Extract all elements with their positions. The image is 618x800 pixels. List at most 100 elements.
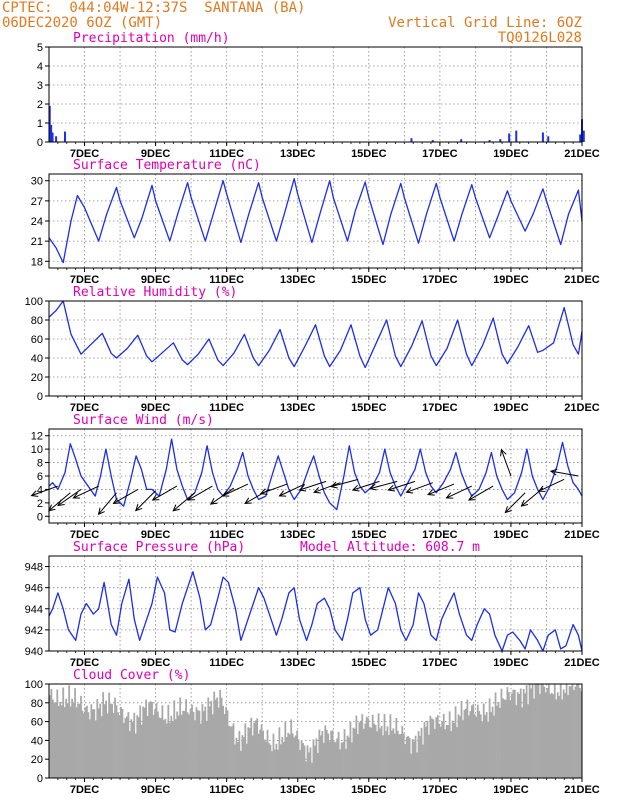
cloud-bar xyxy=(115,705,118,778)
cloud-bar xyxy=(309,747,312,778)
cloud-bar xyxy=(254,720,257,778)
wind-arrow xyxy=(500,449,512,477)
cloud-bar xyxy=(565,684,568,778)
cloud-bar xyxy=(237,742,239,778)
cloud-bar xyxy=(376,731,378,778)
cloud-bar xyxy=(145,699,148,778)
cloud-bar xyxy=(124,718,127,778)
cloud-bar xyxy=(88,719,91,778)
cloud-bar xyxy=(466,699,469,778)
cloud-bar xyxy=(200,723,202,778)
cloud-bar xyxy=(207,697,210,778)
panel-0: Precipitation (mm/h) 0 1 2 3 4 5 7DEC 9DEC 11DEC 1… xyxy=(37,31,600,160)
cloud-bar xyxy=(327,733,330,778)
cloud-bar xyxy=(359,720,362,778)
cloud-bar xyxy=(542,684,544,778)
cloud-bar xyxy=(214,699,217,778)
x-tick-label: 11DEC xyxy=(209,784,244,796)
cloud-bar xyxy=(99,703,102,778)
x-tick-label: 11DEC xyxy=(209,402,244,414)
cloud-bar xyxy=(339,749,341,778)
x-tick-label: 11DEC xyxy=(209,657,244,669)
cloud-bar xyxy=(192,711,195,778)
cloud-bar xyxy=(271,751,273,778)
cloud-bar xyxy=(562,689,565,778)
cloud-bar xyxy=(380,725,383,778)
cloud-bar xyxy=(423,722,426,778)
cloud-bar xyxy=(314,745,316,778)
cloud-bar xyxy=(373,723,376,778)
cloud-bar xyxy=(244,723,247,778)
cloud-bar xyxy=(256,718,259,778)
cloud-bar xyxy=(83,713,85,778)
precip-bar xyxy=(51,132,54,142)
cloud-bar xyxy=(493,715,495,778)
x-tick-label: 7DEC xyxy=(70,784,99,796)
cloud-bar xyxy=(386,726,389,778)
cloud-bar xyxy=(405,736,408,778)
wind-arrow xyxy=(446,485,473,499)
x-tick-label: 7DEC xyxy=(70,529,99,541)
cloud-bar xyxy=(391,730,393,778)
cloud-bar xyxy=(285,737,288,778)
x-tick-label: 15DEC xyxy=(351,274,387,286)
cloud-bar xyxy=(411,738,414,778)
x-tick-label: 19DEC xyxy=(493,784,529,796)
cloud-bar xyxy=(348,737,350,778)
wind-arrow-head xyxy=(313,487,321,494)
x-tick-label: 19DEC xyxy=(493,529,529,541)
cloud-bar xyxy=(388,734,390,778)
wind-arrow-head xyxy=(278,490,287,497)
cloud-bar xyxy=(86,705,88,778)
wind-arrow-head xyxy=(209,498,218,505)
cloud-bar xyxy=(487,721,490,778)
x-tick-label: 9DEC xyxy=(141,784,170,796)
x-tick-label: 15DEC xyxy=(351,529,387,541)
cloud-bar xyxy=(496,705,498,778)
cloud-bar xyxy=(472,704,475,778)
wind-arrow-head xyxy=(405,487,414,494)
cloud-bar xyxy=(185,699,187,778)
cloud-bar xyxy=(305,761,307,778)
cloud-bar xyxy=(108,692,111,778)
cloud-bar xyxy=(467,715,470,778)
series-line xyxy=(48,300,583,369)
cloud-bar xyxy=(478,711,481,778)
panel-title: Precipitation (mm/h) xyxy=(73,31,230,46)
cloud-bar xyxy=(430,718,433,778)
cloud-bar xyxy=(112,712,115,778)
cloud-bar xyxy=(361,714,364,778)
cloud-bar xyxy=(438,723,441,778)
wind-arrow-head xyxy=(427,489,435,496)
cloud-bar xyxy=(241,735,244,778)
precip-bar xyxy=(547,136,550,142)
cloud-bar xyxy=(456,727,458,778)
cloud-bar xyxy=(330,730,333,778)
cloud-bar xyxy=(213,691,216,778)
cloud-bar xyxy=(337,731,340,778)
cloud-bar xyxy=(235,737,238,778)
y-tick-label: 4 xyxy=(37,61,43,73)
cloud-bar xyxy=(331,730,334,778)
cloud-bar xyxy=(519,688,522,778)
cloud-bar xyxy=(103,704,106,778)
cloud-bar xyxy=(139,705,142,778)
y-tick-label: 942 xyxy=(25,625,43,637)
cloud-bar xyxy=(282,742,285,778)
cloud-bar xyxy=(148,702,150,778)
cloud-bar xyxy=(457,714,460,778)
cloud-bar xyxy=(287,732,290,778)
cloud-bar xyxy=(118,715,121,778)
cloud-bar xyxy=(537,684,540,778)
cloud-bar xyxy=(420,727,423,778)
y-tick-label: 40 xyxy=(31,353,43,365)
series-line xyxy=(48,571,583,652)
cloud-bar xyxy=(512,689,515,778)
cloud-bar xyxy=(561,699,564,778)
cloud-bar xyxy=(571,684,574,778)
wind-arrow xyxy=(113,488,139,504)
precip-bar xyxy=(431,140,434,142)
cloud-bar xyxy=(398,734,401,778)
cloud-bar xyxy=(71,698,73,778)
